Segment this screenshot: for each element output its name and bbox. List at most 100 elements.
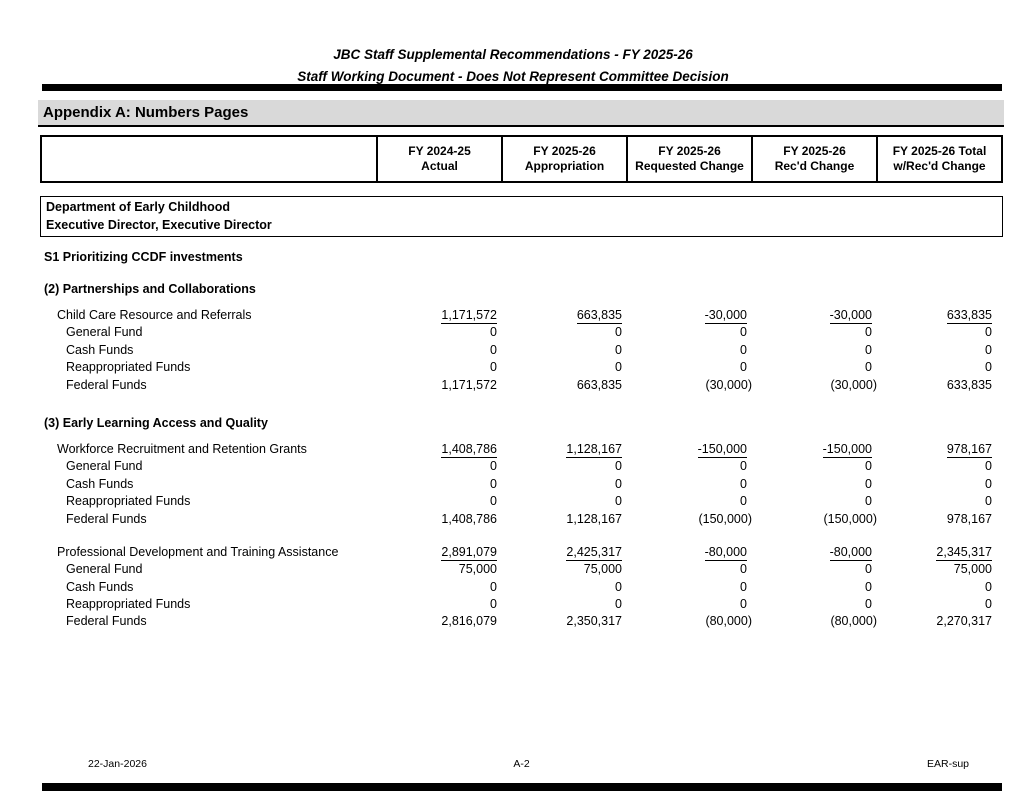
fund-value: 2,816,079 <box>441 614 497 629</box>
sections-container: (2) Partnerships and Collaborations Child… <box>40 281 1003 631</box>
fund-value: (80,000) <box>830 614 877 629</box>
column-header-text: w/Rec'd Change <box>893 159 986 173</box>
fund-value: (150,000) <box>698 511 752 526</box>
line-item-name: Professional Development and Training As… <box>57 544 339 559</box>
bottom-rule <box>42 783 1002 791</box>
fund-value: 0 <box>985 494 992 509</box>
underlined-value: 2,425,317 <box>566 544 622 561</box>
underlined-value: 1,171,572 <box>441 308 497 324</box>
column-header-text: Appropriation <box>524 159 605 173</box>
line-item-total-value: -150,000 <box>628 441 753 458</box>
fund-name: Reappropriated Funds <box>66 494 191 509</box>
line-item-total-value: 1,128,167 <box>503 441 628 458</box>
fund-value: 0 <box>985 597 992 612</box>
line-item-total-value: -30,000 <box>628 307 753 324</box>
fund-value: 0 <box>490 342 497 357</box>
line-item-block: Professional Development and Training As… <box>40 544 1003 631</box>
fund-value: 0 <box>740 360 747 375</box>
fund-name: Cash Funds <box>66 476 134 491</box>
line-item-total-value: -150,000 <box>753 441 878 458</box>
fund-value: 0 <box>865 562 872 577</box>
column-header-total-recd-change: FY 2025-26 Total w/Rec'd Change <box>876 137 1001 181</box>
fund-value: 0 <box>615 476 622 491</box>
fund-row: Cash Funds 0 0 0 0 0 <box>40 342 1003 359</box>
line-item-total-value: 2,891,079 <box>378 544 503 561</box>
column-header-text: Requested Change <box>635 159 744 173</box>
line-item-total-value: 978,167 <box>878 441 1003 458</box>
underlined-value: 2,891,079 <box>441 544 497 561</box>
fund-value: 0 <box>615 579 622 594</box>
fund-value: 633,835 <box>946 377 992 392</box>
fund-row: Reappropriated Funds 0 0 0 0 0 <box>40 596 1003 613</box>
line-item-total-value: 2,425,317 <box>503 544 628 561</box>
fund-value: 0 <box>490 597 497 612</box>
footer-doc-code: EAR-sup <box>926 758 969 770</box>
section-heading: (2) Partnerships and Collaborations <box>44 282 256 296</box>
fund-row: Cash Funds 0 0 0 0 0 <box>40 579 1003 596</box>
fund-value: 0 <box>740 342 747 357</box>
underlined-value: -80,000 <box>829 544 872 561</box>
doc-title-line2: Staff Working Document - Does Not Repres… <box>297 69 729 84</box>
fund-value: 0 <box>985 360 992 375</box>
department-name: Department of Early Childhood <box>46 200 231 214</box>
appendix-title: Appendix A: Numbers Pages <box>43 104 249 121</box>
fund-name: General Fund <box>66 562 143 577</box>
underlined-value: -30,000 <box>829 308 872 324</box>
footer-date: 22-Jan-2026 <box>88 758 147 770</box>
fund-value: 978,167 <box>946 511 992 526</box>
fund-value: 0 <box>865 325 872 340</box>
fund-value: 0 <box>615 494 622 509</box>
line-item-total-value: -80,000 <box>753 544 878 561</box>
underlined-value: 1,408,786 <box>441 441 497 458</box>
footer-page-number: A-2 <box>513 758 530 770</box>
fund-name: Cash Funds <box>66 579 134 594</box>
fund-value: 0 <box>985 579 992 594</box>
fund-value: 663,835 <box>576 377 622 392</box>
fund-row: General Fund 0 0 0 0 0 <box>40 324 1003 341</box>
line-item-total-value: 633,835 <box>878 307 1003 324</box>
fund-value: 0 <box>865 597 872 612</box>
fund-value: (30,000) <box>705 377 752 392</box>
fund-name: General Fund <box>66 459 143 474</box>
fund-row: Federal Funds 1,408,786 1,128,167 (150,000)… <box>40 511 1003 528</box>
fund-value: 0 <box>985 325 992 340</box>
line-item-total-row: Workforce Recruitment and Retention Gran… <box>40 441 1003 458</box>
fund-value: 1,171,572 <box>441 377 497 392</box>
fund-name: Cash Funds <box>66 342 134 357</box>
fund-value: (80,000) <box>705 614 752 629</box>
fund-row: Federal Funds 2,816,079 2,350,317 (80,000) (… <box>40 613 1003 630</box>
underlined-value: -150,000 <box>697 441 747 458</box>
fund-value: 1,408,786 <box>441 511 497 526</box>
fund-value: 0 <box>740 459 747 474</box>
fund-name: Federal Funds <box>66 614 147 629</box>
fund-name: Reappropriated Funds <box>66 360 191 375</box>
underlined-value: 978,167 <box>946 441 992 458</box>
underlined-value: -30,000 <box>704 308 747 324</box>
fund-value: 2,270,317 <box>936 614 992 629</box>
line-item-block: Workforce Recruitment and Retention Gran… <box>40 441 1003 528</box>
content-area: S1 Prioritizing CCDF investments (2) Par… <box>40 249 1003 631</box>
column-header-text: FY 2025-26 <box>783 144 846 158</box>
line-item-total-value: 2,345,317 <box>878 544 1003 561</box>
appendix-bar: Appendix A: Numbers Pages <box>38 100 1004 127</box>
fund-value: 0 <box>490 325 497 340</box>
column-header-text: FY 2024-25 <box>408 144 471 158</box>
fund-value: 0 <box>865 476 872 491</box>
fund-value: 0 <box>865 494 872 509</box>
column-header-text: FY 2025-26 <box>658 144 721 158</box>
fund-value: 75,000 <box>953 562 992 577</box>
column-header-text: FY 2025-26 <box>533 144 596 158</box>
fund-value: 0 <box>615 597 622 612</box>
column-header-empty <box>42 137 376 181</box>
fund-value: 0 <box>740 476 747 491</box>
fund-value: (30,000) <box>830 377 877 392</box>
fund-value: 0 <box>865 459 872 474</box>
fund-value: 0 <box>615 325 622 340</box>
column-header-text: FY 2025-26 Total <box>892 144 987 158</box>
fund-row: Federal Funds 1,171,572 663,835 (30,000) (30… <box>40 377 1003 394</box>
fund-value: 0 <box>490 494 497 509</box>
fund-value: 0 <box>615 342 622 357</box>
fund-row: General Fund 75,000 75,000 0 0 75,000 <box>40 561 1003 578</box>
line-item-total-value: -30,000 <box>753 307 878 324</box>
fund-value: 2,350,317 <box>566 614 622 629</box>
